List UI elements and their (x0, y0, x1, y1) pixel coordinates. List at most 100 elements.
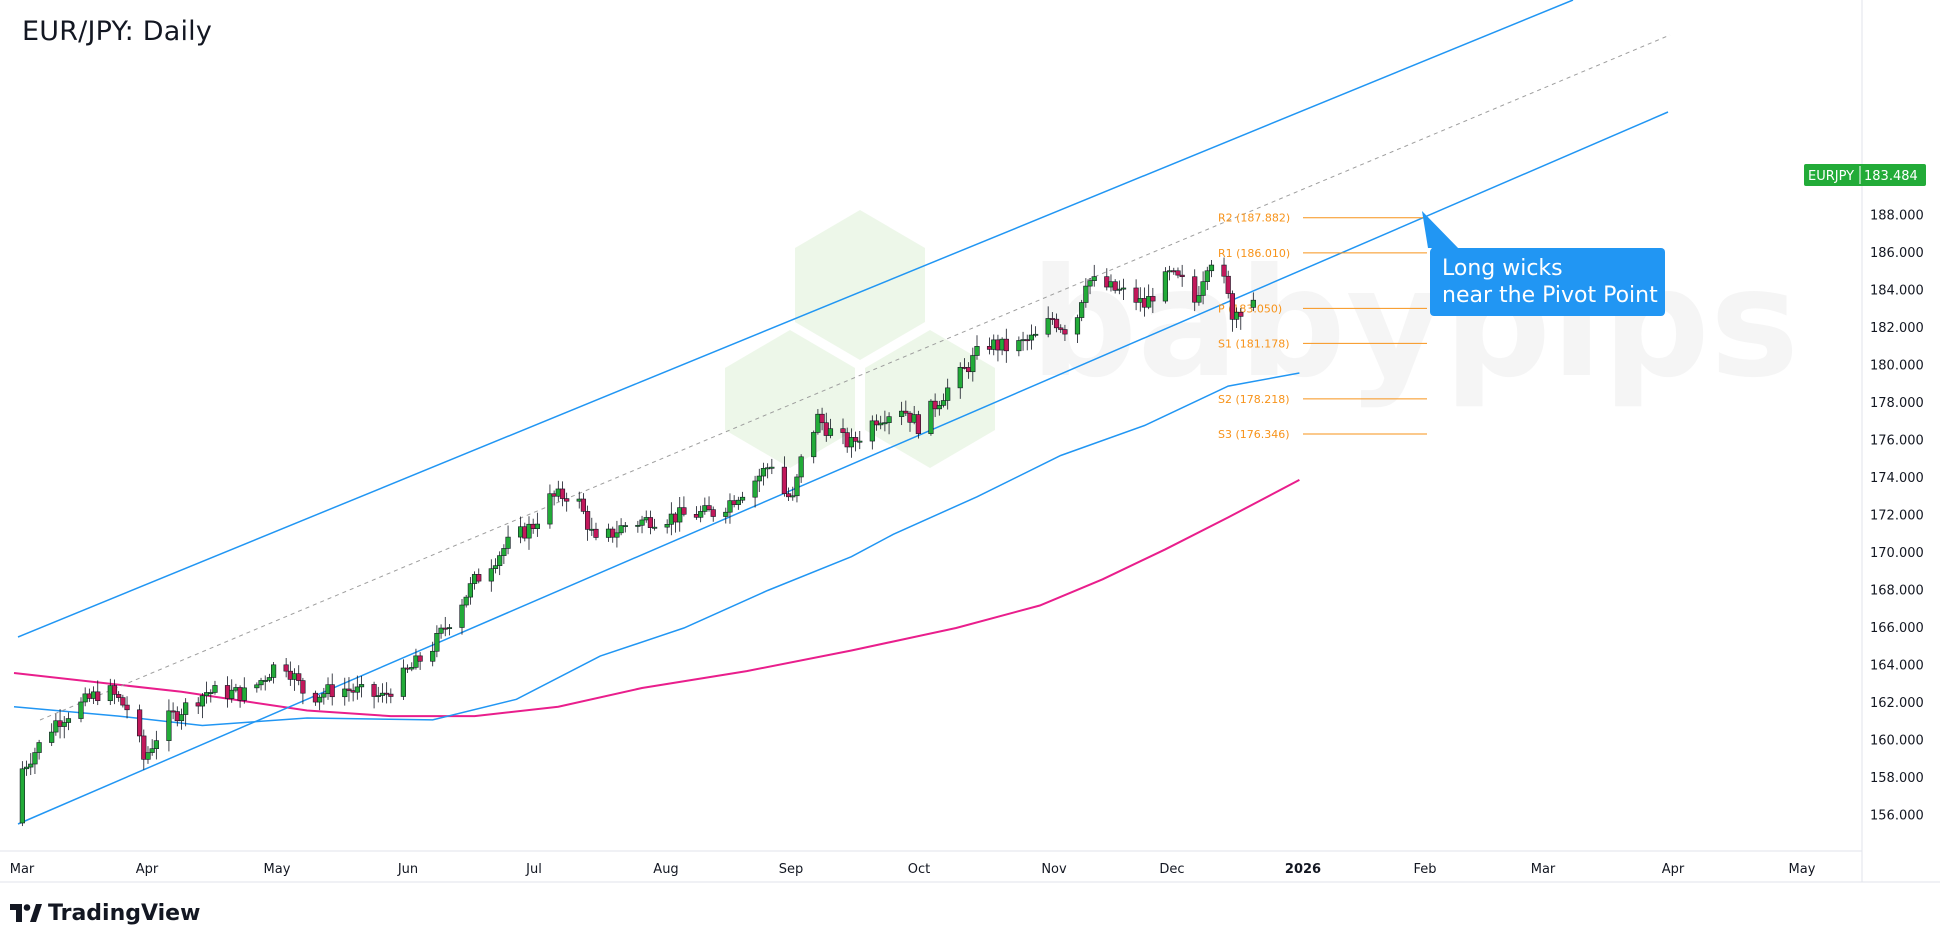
candle-body (932, 400, 938, 410)
y-tick-label: 174.000 (1870, 471, 1924, 486)
candle-body (476, 574, 482, 582)
channel-lower-line[interactable] (17, 111, 1669, 825)
candle-body (957, 366, 963, 389)
channel-median-line[interactable] (39, 34, 1671, 721)
candle-body (974, 346, 980, 356)
candle-body (1200, 281, 1206, 296)
candle-body (945, 387, 951, 401)
pivot-levels[interactable]: R2 (187.882) R1 (186.010) P (183.050) S1 (1… (1218, 212, 1427, 441)
candle-body (65, 718, 72, 723)
pivot-label: R1 (186.010) (1218, 247, 1290, 260)
candle-body (317, 696, 323, 703)
candle-body (739, 496, 746, 501)
candle-body (1162, 271, 1169, 302)
candle-body (463, 596, 469, 606)
candle-body (438, 627, 444, 634)
candle-body (212, 685, 218, 693)
candle-body (1208, 264, 1215, 272)
channel-upper-line[interactable] (17, 0, 1574, 638)
tradingview-logo[interactable]: TradingView (10, 898, 200, 928)
brand-name: TradingView (48, 900, 201, 926)
candle-body (488, 568, 494, 582)
candle-body (706, 505, 712, 510)
candle-body (459, 604, 465, 628)
y-tick-label: 188.000 (1870, 209, 1924, 224)
candle-body (409, 667, 415, 670)
y-tick-label: 186.000 (1870, 246, 1924, 261)
candle-body (229, 689, 235, 699)
candle-body (283, 664, 289, 672)
candle-body (1074, 317, 1081, 335)
candle-body (635, 524, 641, 527)
candle-body (95, 691, 101, 702)
candle-body (32, 752, 38, 765)
y-tick-label: 166.000 (1870, 621, 1924, 636)
y-tick-label: 162.000 (1870, 696, 1924, 711)
candle-body (622, 525, 628, 528)
candle-body (446, 627, 453, 630)
candle-body (137, 709, 143, 737)
candle-body (505, 536, 511, 549)
candle-body (794, 476, 800, 497)
candle-body (199, 695, 206, 707)
candle-body (358, 684, 365, 688)
x-tick-label: Mar (1531, 862, 1556, 877)
candle-body (970, 355, 976, 373)
candle-body (321, 693, 327, 698)
y-tick-label: 160.000 (1870, 734, 1924, 749)
candle-body (899, 410, 905, 417)
candle-body (384, 692, 390, 695)
y-tick-label: 156.000 (1870, 809, 1924, 824)
candle-body (49, 731, 55, 743)
candle-body (400, 667, 406, 697)
candle-body (266, 677, 273, 681)
candle-body (1221, 264, 1227, 277)
candle-body (915, 414, 921, 434)
candle-body (811, 432, 817, 458)
candle-body (1133, 287, 1139, 303)
pivot-label: P (183.050) (1218, 302, 1282, 315)
candle-body (723, 511, 729, 517)
candlesticks[interactable] (19, 257, 1256, 827)
annotation-callout[interactable]: Long wicks near the Pivot Point (1422, 211, 1665, 316)
candle-body (153, 740, 159, 749)
candle-body (1229, 293, 1236, 320)
candle-body (848, 437, 854, 448)
x-tick-label: Jun (397, 862, 418, 877)
candle-body (149, 748, 155, 753)
time-axis[interactable]: Mar Apr May Jun Jul Aug Sep Oct Nov Dec 2026 Feb Mar… (10, 862, 1816, 877)
candle-body (677, 507, 683, 523)
candle-body (241, 687, 247, 701)
candle-body (145, 752, 151, 760)
candle-body (124, 704, 130, 711)
candle-body (618, 525, 624, 534)
candle-body (936, 405, 942, 410)
candle-body (166, 710, 172, 741)
candle-body (940, 400, 947, 406)
last-price-tag: EURJPY 183.484 (1804, 164, 1926, 186)
x-tick-label: May (264, 862, 291, 877)
candle-body (1120, 287, 1127, 290)
x-tick-label: Apr (136, 862, 159, 877)
candle-body (1204, 270, 1210, 282)
candle-body (1033, 333, 1039, 336)
candle-body (564, 498, 570, 502)
candle-body (827, 428, 834, 436)
tag-symbol: EURJPY (1808, 169, 1854, 184)
pivot-label: S2 (178.218) (1218, 393, 1290, 406)
x-tick-label: Jul (525, 862, 542, 877)
x-tick-label: Aug (653, 862, 678, 877)
candle-body (1045, 318, 1051, 335)
candle-body (1150, 296, 1156, 302)
x-tick-label: Mar (10, 862, 35, 877)
x-tick-label: Sep (779, 862, 804, 877)
y-tick-label: 158.000 (1870, 771, 1924, 786)
candle-body (1179, 274, 1185, 278)
candle-body (208, 692, 214, 694)
candle-body (492, 565, 499, 569)
y-tick-label: 180.000 (1870, 359, 1924, 374)
x-tick-label: Apr (1662, 862, 1685, 877)
annotation-text: Long wicks near the Pivot Point (1442, 256, 1658, 308)
